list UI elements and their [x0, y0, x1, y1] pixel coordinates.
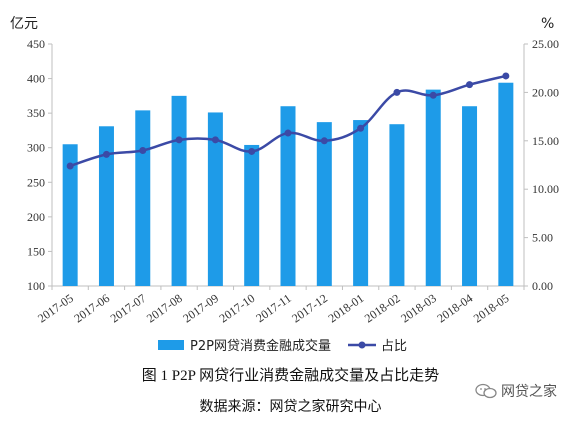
bar: [280, 106, 296, 286]
legend-label-volume: P2P网贷消费金融成交量: [190, 338, 331, 354]
right-tick-label: 10.00: [532, 182, 559, 196]
bar: [353, 120, 369, 286]
line-point: [175, 136, 183, 144]
data-source: 数据来源：网贷之家研究中心: [199, 399, 382, 415]
figure-caption: 图 1 P2P 网贷行业消费金融成交量及占比走势: [141, 368, 440, 384]
line-point: [502, 72, 510, 80]
x-tick-label: 2017-06: [71, 291, 112, 325]
left-tick-label: 450: [27, 37, 45, 51]
right-tick-label: 15.00: [532, 134, 559, 148]
x-tick-label: 2017-11: [253, 291, 293, 325]
x-tick-label: 2018-02: [362, 291, 403, 325]
x-tick-label: 2017-12: [289, 291, 330, 325]
left-tick-label: 250: [27, 175, 45, 189]
x-tick-label: 2017-09: [180, 291, 221, 325]
right-tick-label: 20.00: [532, 85, 559, 99]
bar: [244, 144, 260, 286]
left-tick-label: 150: [27, 244, 45, 258]
left-tick-label: 350: [27, 106, 45, 120]
line-series: [66, 72, 510, 170]
right-axis-unit: %: [541, 16, 554, 32]
line-point: [393, 88, 401, 96]
legend: P2P网贷消费金融成交量 占比: [158, 338, 407, 354]
x-tick-label: 2018-05: [471, 291, 512, 325]
bar: [389, 124, 405, 286]
bar: [498, 82, 514, 286]
line-point: [320, 137, 328, 145]
left-tick-label: 200: [27, 210, 45, 224]
bar: [135, 110, 151, 287]
right-tick-label: 0.00: [532, 279, 553, 293]
left-tick-label: 300: [27, 141, 45, 155]
line-point: [102, 150, 110, 158]
bar: [171, 95, 187, 286]
line-point: [284, 129, 292, 137]
left-axis-unit: 亿元: [10, 16, 38, 32]
x-tick-label: 2018-03: [398, 291, 439, 325]
left-tick-label: 100: [27, 279, 45, 293]
bar: [207, 112, 223, 286]
watermark-text: 网贷之家: [501, 384, 557, 400]
bar: [462, 106, 478, 286]
x-tick-label: 2018-04: [434, 291, 475, 325]
line-point: [248, 147, 256, 155]
legend-marker: [358, 341, 366, 349]
x-tick-labels: 2017-052017-062017-072017-082017-092017-…: [35, 291, 511, 325]
chart: 100 150 200 250 300 350 400 450 0.00 5.00 10.00 15.…: [10, 16, 559, 354]
x-tick-label: 2017-10: [217, 291, 258, 325]
axes: 100 150 200 250 300 350 400 450 0.00 5.00 10.00 15.…: [10, 16, 559, 293]
right-tick-label: 5.00: [532, 231, 553, 245]
line-point: [211, 136, 219, 144]
line-point: [139, 146, 147, 154]
line-point: [357, 124, 365, 132]
bar: [62, 144, 78, 286]
watermark: 网贷之家: [475, 381, 557, 401]
line-point: [66, 162, 74, 170]
bar: [316, 122, 332, 286]
bar: [425, 89, 441, 287]
line-point: [429, 91, 437, 99]
x-tick-label: 2017-05: [35, 291, 76, 325]
x-tick-label: 2018-01: [326, 291, 367, 325]
legend-label-share: 占比: [381, 339, 407, 354]
right-tick-label: 25.00: [532, 37, 559, 51]
x-tick-label: 2017-08: [144, 291, 185, 325]
wechat-icon: [475, 383, 497, 399]
left-tick-label: 400: [27, 72, 45, 86]
line-point: [466, 81, 474, 89]
legend-swatch-bar: [158, 340, 184, 350]
bars: [62, 82, 514, 287]
bar: [98, 126, 114, 286]
x-tick-label: 2017-07: [108, 291, 149, 325]
